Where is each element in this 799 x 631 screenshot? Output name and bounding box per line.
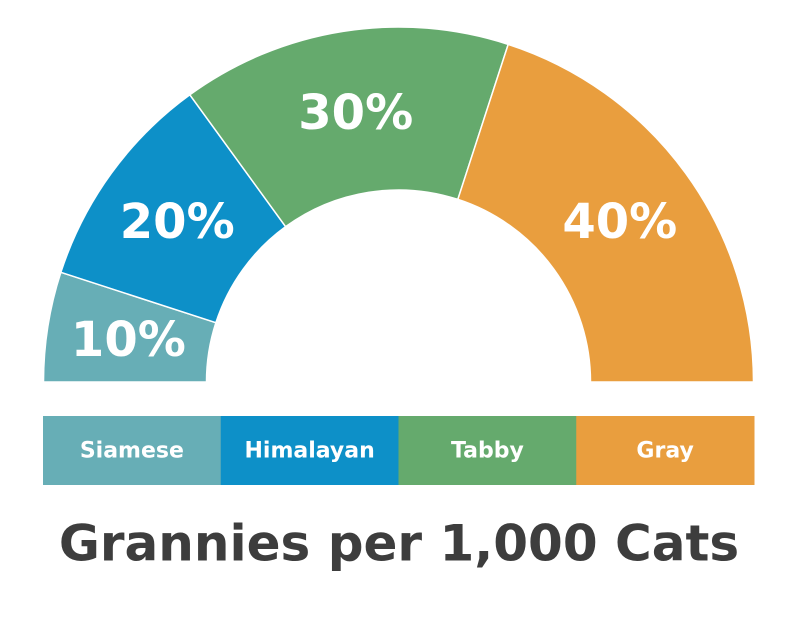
chart-slices [42,26,755,383]
legend-swatch-himalayan [220,416,399,485]
slice-gray [456,43,755,383]
legend-swatch-siamese [43,416,222,485]
slice-tabby [188,26,510,228]
slice-label-himalayan: 20% [120,194,235,250]
slice-label-siamese: 10% [71,312,186,368]
legend-swatch-gray [576,416,755,485]
legend-label-tabby: Tabby [451,439,524,464]
chart-slice-labels: 10% 20% 30% 40% [71,85,677,368]
chart-legend: Siamese Himalayan Tabby Gray [43,416,755,485]
slice-label-tabby: 30% [298,85,413,141]
legend-swatch-tabby [398,416,577,485]
legend-label-gray: Gray [636,439,693,464]
legend-label-himalayan: Himalayan [244,439,374,464]
slice-label-gray: 40% [562,194,677,250]
legend-label-siamese: Siamese [80,439,184,464]
chart-title: Grannies per 1,000 Cats [59,515,739,573]
